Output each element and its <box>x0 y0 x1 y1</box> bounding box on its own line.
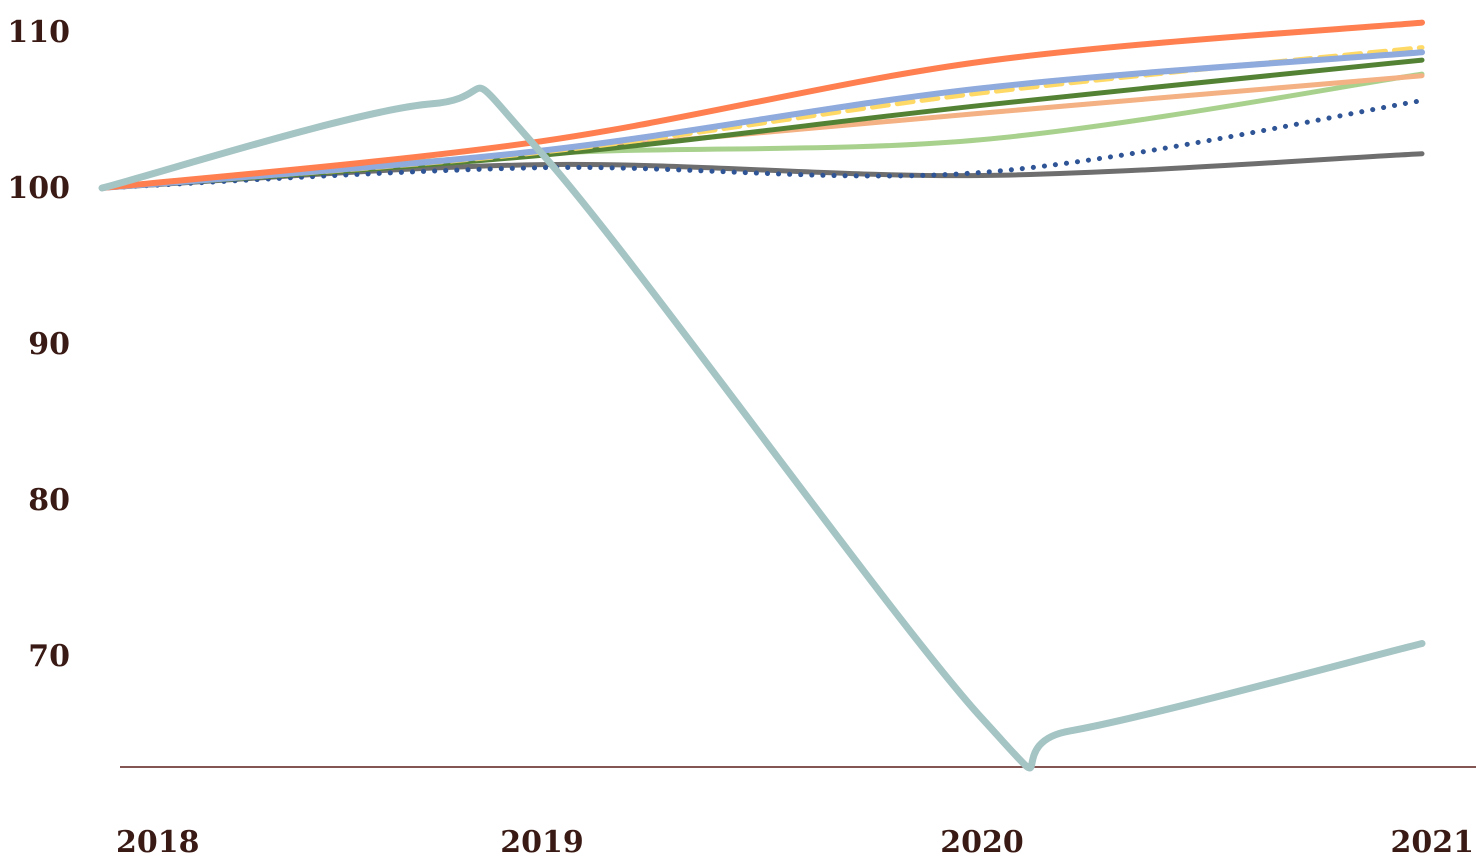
y-tick-label: 110 <box>7 15 70 50</box>
x-axis-ticks: 2018 2019 2020 2021 <box>116 825 1474 859</box>
y-axis-ticks: 70 80 90 100 110 <box>7 15 70 674</box>
series-line <box>98 84 1426 772</box>
x-tick-label: 2021 <box>1391 825 1475 859</box>
series-line <box>99 98 1425 191</box>
y-tick-label: 100 <box>7 171 70 206</box>
y-tick-label: 70 <box>28 639 70 674</box>
series-lines <box>98 19 1426 772</box>
x-tick-label: 2018 <box>116 825 200 859</box>
y-tick-label: 90 <box>28 327 70 362</box>
y-tick-label: 80 <box>28 483 70 518</box>
series-line <box>99 49 1425 191</box>
x-tick-label: 2020 <box>940 825 1024 859</box>
x-tick-label: 2019 <box>500 825 584 859</box>
series-line <box>99 19 1425 191</box>
